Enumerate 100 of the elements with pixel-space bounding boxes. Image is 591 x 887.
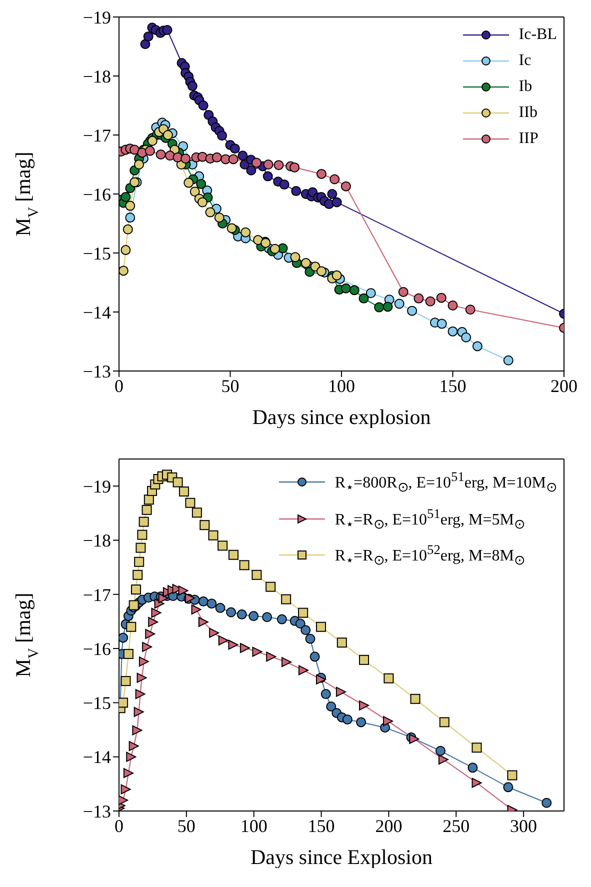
x-tick-label: 200: [550, 376, 578, 396]
point: [137, 530, 148, 540]
point: [281, 594, 292, 604]
point: [208, 530, 218, 540]
point: [503, 355, 514, 366]
point: [120, 784, 131, 794]
y-tick-label: −15: [82, 693, 111, 714]
y-tick-label: −14: [82, 747, 111, 768]
point: [262, 612, 272, 622]
point: [123, 768, 134, 778]
point: [448, 326, 458, 336]
point: [218, 540, 228, 551]
point: [138, 656, 149, 667]
point: [230, 144, 240, 154]
point: [407, 306, 418, 316]
point: [192, 508, 202, 518]
point: [119, 698, 128, 708]
point: [266, 582, 276, 592]
x-tick-label: 0: [114, 816, 124, 836]
point: [398, 286, 408, 297]
point: [310, 652, 320, 662]
point: [123, 648, 134, 659]
point: [119, 266, 128, 276]
point: [359, 700, 370, 710]
legend-label: R$_{⋆}$=R$_{⊙}$, E=10$^{52}$erg, M=8M$_{⊙}$: [334, 541, 525, 570]
point: [197, 152, 208, 162]
point: [212, 152, 222, 162]
y-tick-label: −16: [82, 184, 111, 204]
point: [132, 725, 142, 736]
point: [135, 689, 146, 700]
point: [507, 770, 518, 780]
legend-label: IIb: [518, 103, 538, 123]
legend-label: R$_{⋆}$=800R$_{⊙}$, E=10$^{51}$erg, M=10M$_{⊙}$: [334, 468, 557, 497]
legend-label: R$_{⋆}$=R$_{⊙}$, E=10$^{51}$erg, M=5M$_{⊙}$: [334, 504, 525, 534]
point: [305, 634, 316, 644]
point: [136, 672, 147, 683]
point: [266, 652, 276, 662]
point: [119, 632, 128, 643]
point: [281, 657, 292, 668]
point: [217, 130, 228, 141]
x-tick-label: 50: [221, 376, 240, 396]
point: [218, 635, 228, 646]
point: [252, 646, 262, 657]
point: [142, 642, 152, 652]
point: [236, 609, 247, 620]
point: [172, 477, 183, 488]
point: [383, 716, 394, 726]
point: [120, 192, 131, 202]
point: [178, 486, 189, 496]
y-tick-label: −14: [82, 302, 111, 322]
point: [252, 158, 262, 168]
x-tick-label: 150: [308, 816, 335, 836]
point: [248, 611, 259, 622]
point: [472, 341, 482, 352]
point: [298, 608, 308, 618]
point: [134, 706, 144, 717]
point: [409, 734, 420, 744]
point: [162, 130, 173, 140]
point: [316, 622, 326, 632]
point: [468, 762, 478, 773]
point: [382, 302, 393, 312]
point: [263, 160, 274, 170]
y-tick-label: −18: [82, 530, 111, 551]
point: [472, 742, 482, 753]
point: [140, 39, 150, 50]
point: [156, 149, 166, 160]
point: [439, 717, 450, 728]
point: [215, 602, 226, 613]
x-tick-label: 0: [114, 376, 124, 396]
point: [336, 686, 346, 697]
point: [295, 618, 306, 629]
point: [214, 212, 224, 223]
point: [336, 638, 347, 648]
point: [300, 258, 311, 268]
point: [136, 542, 146, 553]
point: [226, 607, 236, 618]
point: [240, 227, 251, 238]
point: [187, 81, 198, 92]
x-tick-label: 250: [442, 816, 470, 836]
point: [142, 504, 152, 515]
point: [394, 298, 404, 309]
point: [198, 617, 208, 628]
point: [448, 300, 458, 311]
y-tick-label: −16: [82, 638, 111, 659]
y-tick-label: −18: [82, 66, 111, 86]
point: [240, 642, 250, 653]
point: [239, 560, 250, 570]
point: [298, 665, 308, 676]
point: [435, 746, 446, 756]
point: [410, 694, 420, 704]
point: [349, 285, 360, 296]
point: [197, 197, 208, 208]
point: [154, 598, 164, 609]
point: [316, 168, 326, 179]
x-tick-label: 150: [439, 376, 466, 396]
point: [145, 628, 156, 639]
point: [120, 676, 131, 686]
point: [184, 178, 194, 188]
point: [228, 640, 238, 650]
y-tick-label: −15: [82, 243, 111, 264]
